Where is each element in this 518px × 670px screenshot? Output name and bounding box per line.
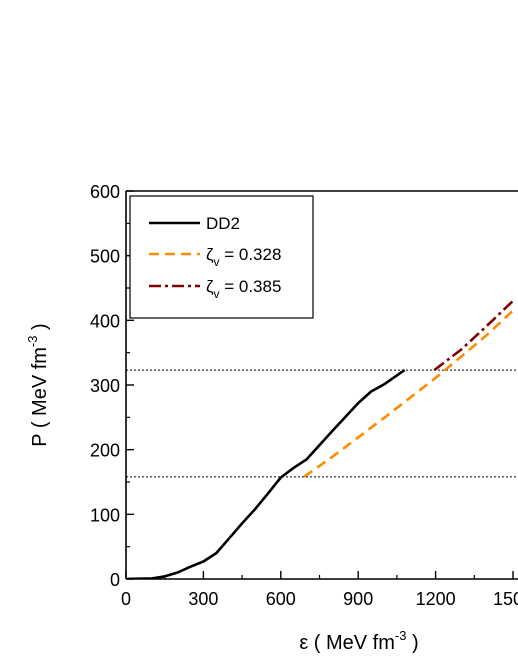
y-tick-label: 300 (90, 376, 120, 396)
legend-zeta-sub: v (214, 255, 220, 269)
x-tick-label: 1500 (493, 589, 518, 609)
tick-labels: 0 300 600 900 1200 1500 0 100 200 300 400 500 600 (90, 182, 518, 609)
legend-zeta-value: = 0.328 (220, 245, 282, 264)
x-tick-label: 600 (266, 589, 296, 609)
x-tick-label: 0 (121, 589, 131, 609)
legend-box (129, 195, 314, 319)
x-axis-title: ε ( MeV fm-3 ) (299, 628, 418, 654)
series-line-2 (433, 299, 514, 372)
x-axis-title-main: ε ( MeV fm (299, 632, 395, 654)
y-tick-label: 500 (90, 247, 120, 267)
legend-label-dd2: DD2 (206, 214, 240, 233)
y-tick-label: 600 (90, 182, 120, 202)
y-tick-label: 200 (90, 441, 120, 461)
x-axis-title-end: ) (406, 632, 418, 654)
series-layer (126, 299, 514, 579)
y-tick-label: 100 (90, 505, 120, 525)
y-axis-title-end: ) (29, 323, 51, 335)
x-tick-label: 1200 (416, 589, 456, 609)
x-tick-label: 300 (188, 589, 218, 609)
legend-zeta-value: = 0.385 (220, 277, 282, 296)
y-axis-title-sup: -3 (25, 336, 40, 348)
legend-zeta-sub: v (214, 287, 220, 301)
x-tick-label: 900 (343, 589, 373, 609)
legend-zeta-symbol: ζ (206, 277, 214, 296)
reference-lines (126, 369, 518, 478)
y-tick-label: 400 (90, 311, 120, 331)
y-axis-title: P ( MeV fm-3 ) (25, 323, 51, 446)
legend-label-zeta-0385: ζv = 0.385 (206, 277, 281, 301)
legend-label-zeta-0328: ζv = 0.328 (206, 245, 281, 269)
legend-zeta-symbol: ζ (206, 245, 214, 264)
x-axis-title-sup: -3 (395, 628, 407, 643)
series-line-0 (126, 369, 406, 579)
series-line-1 (303, 309, 514, 478)
y-axis-title-main: P ( MeV fm (29, 347, 51, 447)
axis-ticks (125, 190, 514, 580)
legend: DD2 ζv = 0.328 ζv = 0.385 (129, 195, 314, 319)
y-tick-label: 0 (110, 570, 120, 590)
